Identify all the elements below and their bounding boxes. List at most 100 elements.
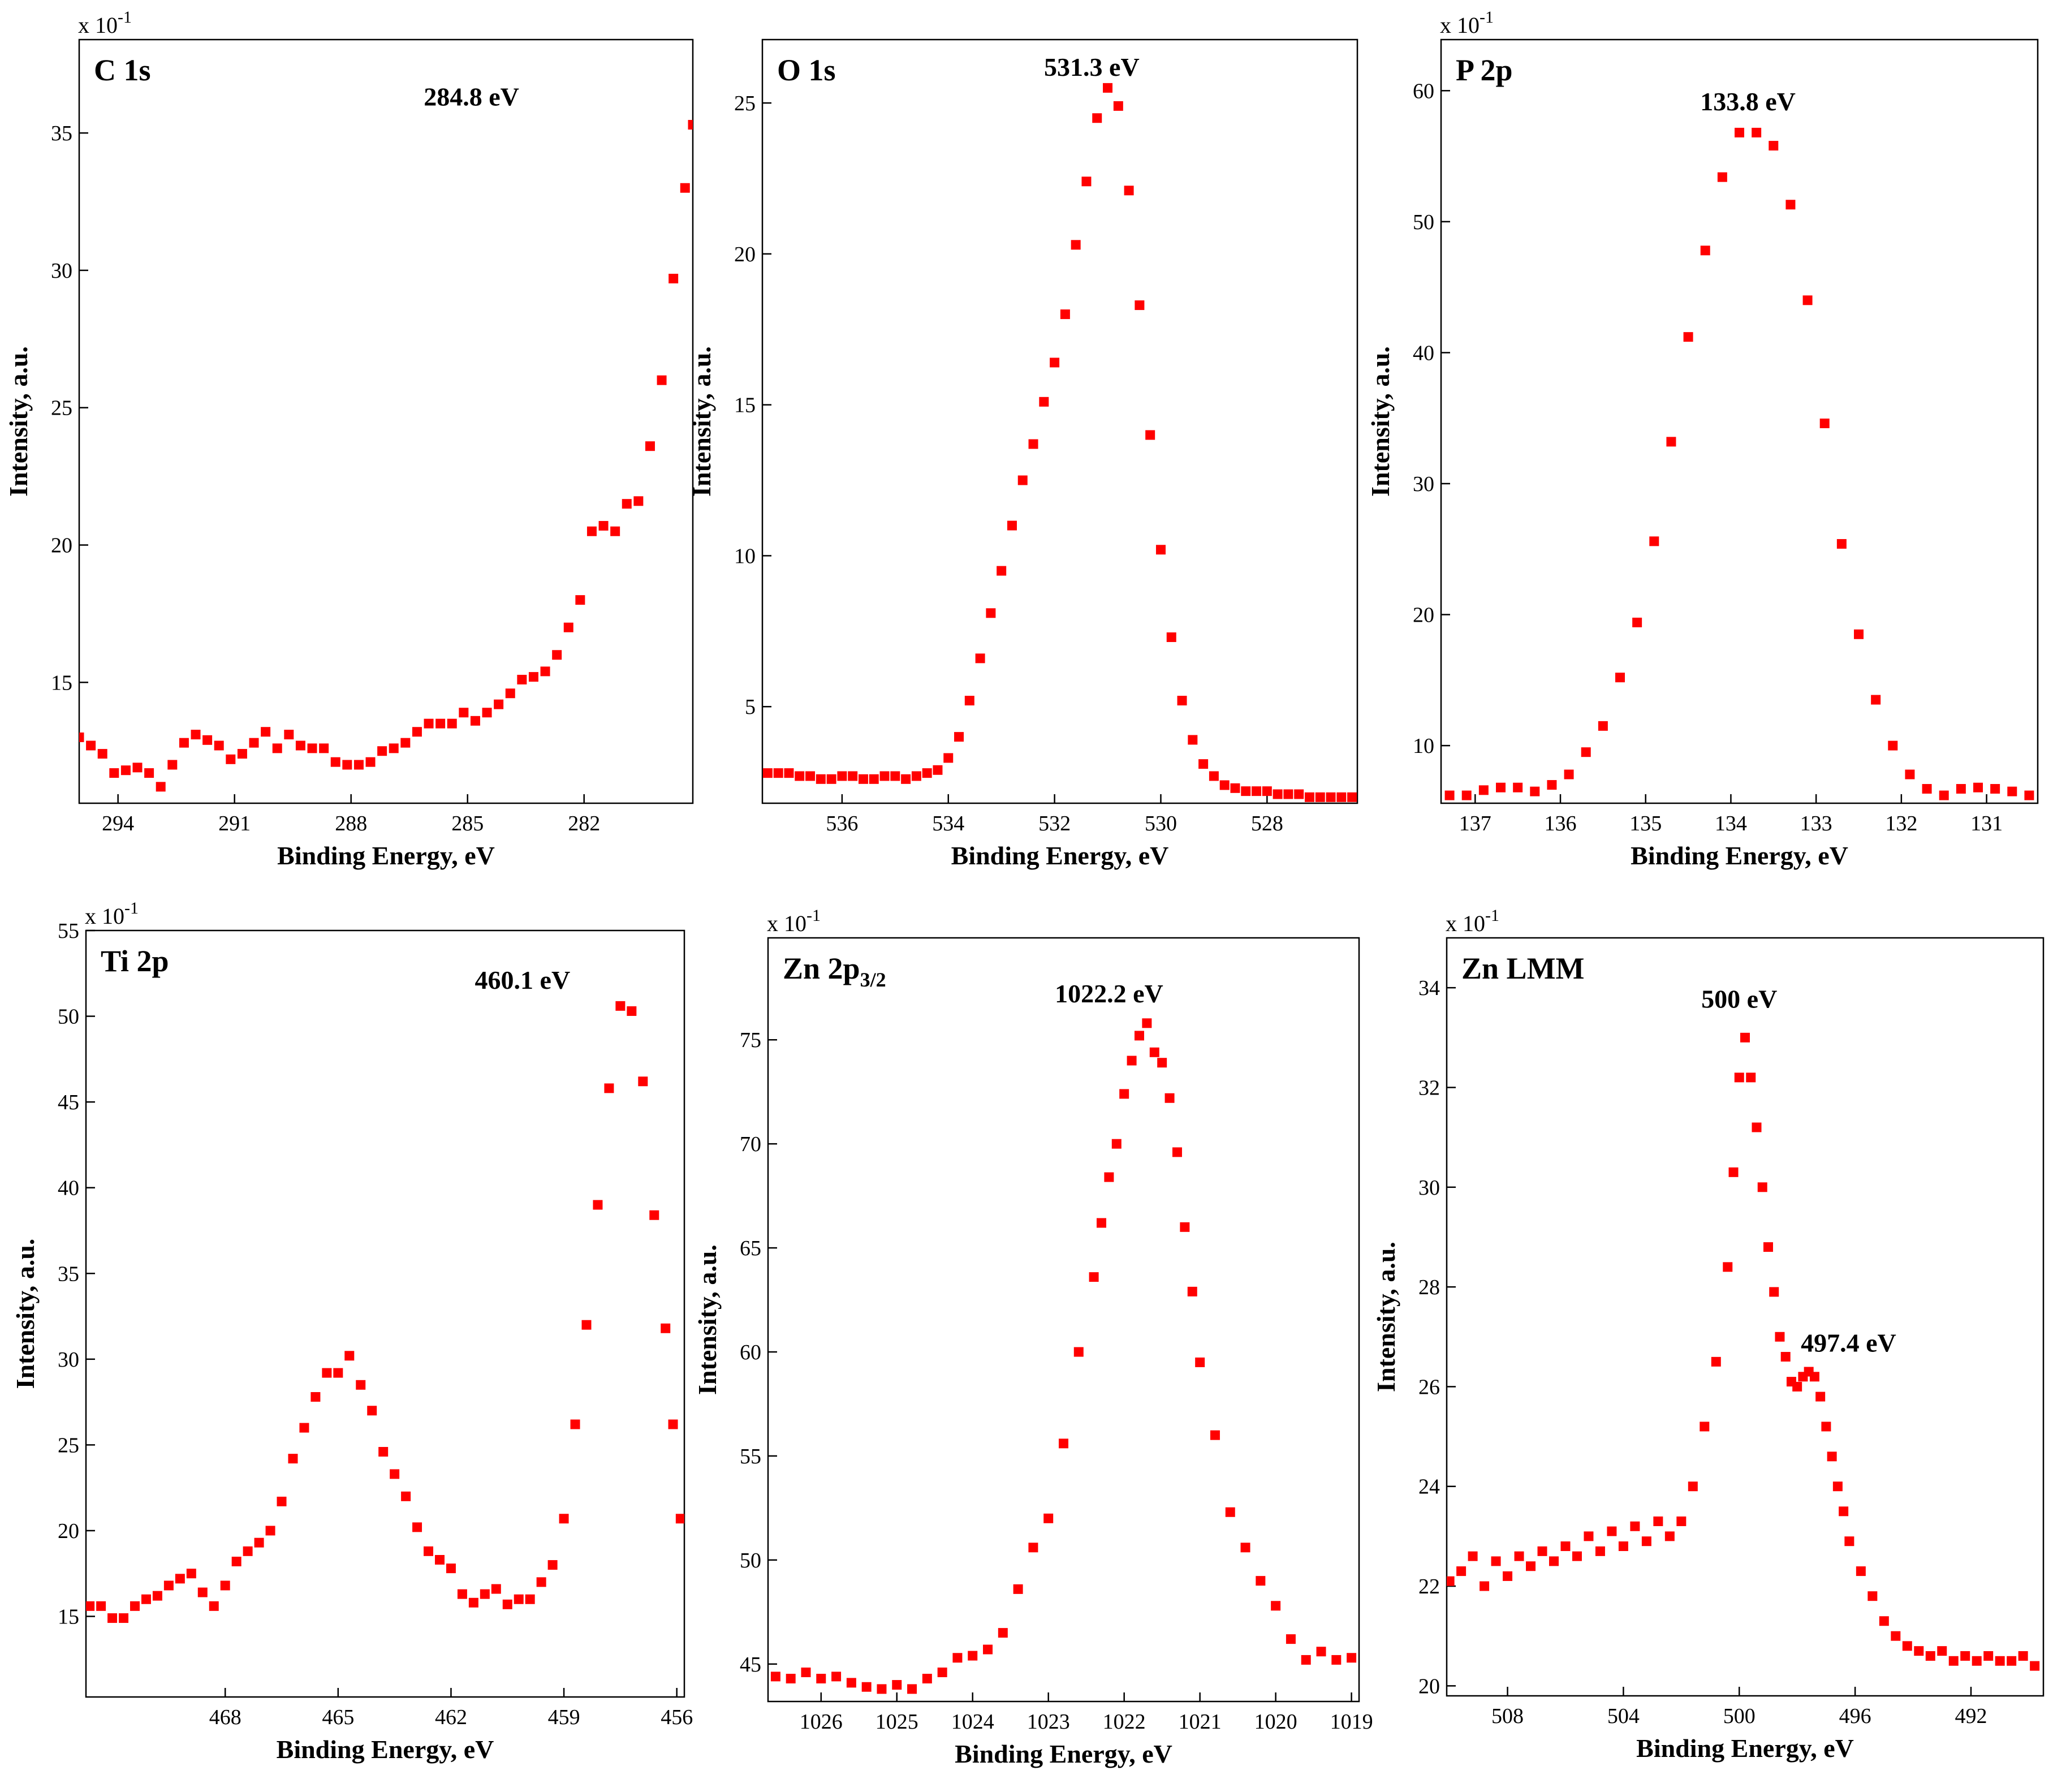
panel-title-main: Zn LMM xyxy=(1461,951,1585,985)
data-series xyxy=(86,1001,684,1623)
data-point xyxy=(998,1628,1008,1638)
data-point xyxy=(805,771,816,781)
data-point xyxy=(1572,1551,1582,1561)
y-tick-label: 55 xyxy=(58,919,79,943)
data-point xyxy=(1914,1646,1924,1656)
data-point xyxy=(1294,789,1304,799)
data-point xyxy=(848,771,858,781)
data-point xyxy=(446,1563,456,1574)
x-axis-title: Binding Energy, eV xyxy=(1636,1734,1854,1763)
data-point xyxy=(1700,1421,1710,1432)
y-multiplier-exponent: -1 xyxy=(1485,906,1499,925)
data-point xyxy=(163,1580,174,1591)
data-point xyxy=(1856,1566,1866,1576)
y-tick-label: 60 xyxy=(740,1341,761,1364)
data-point xyxy=(1717,172,1727,182)
x-tick-label: 134 xyxy=(1715,812,1747,835)
data-point xyxy=(968,1651,978,1661)
y-tick-label: 75 xyxy=(740,1028,761,1052)
data-point xyxy=(986,608,996,618)
panel-title: C 1s xyxy=(94,53,151,87)
data-point xyxy=(869,774,879,784)
data-point xyxy=(937,1668,947,1678)
y-axis-title: Intensity, a.u. xyxy=(693,1244,722,1395)
panel-5: 508 504 500 496 492 20 22 24 26 28 30 32 34 Binding E… xyxy=(1371,906,2045,1763)
data-point xyxy=(1326,792,1336,802)
data-point xyxy=(390,1469,400,1479)
data-point xyxy=(1283,789,1293,799)
y-tick-label: 40 xyxy=(58,1177,79,1200)
data-point xyxy=(649,1210,659,1220)
data-point xyxy=(1262,786,1272,796)
y-tick-label: 20 xyxy=(1413,604,1434,627)
data-point xyxy=(528,672,538,682)
data-point xyxy=(1752,1122,1762,1132)
data-point xyxy=(1301,1655,1311,1665)
data-point xyxy=(1891,1631,1901,1641)
data-point xyxy=(333,1368,343,1378)
y-tick-label: 15 xyxy=(734,394,756,417)
data-point xyxy=(773,768,783,778)
data-point xyxy=(1127,1056,1137,1066)
data-point xyxy=(816,774,826,784)
panel-title: Ti 2p xyxy=(101,944,169,978)
data-point xyxy=(1007,520,1017,531)
data-point xyxy=(1491,1556,1501,1566)
x-tick-label: 468 xyxy=(209,1705,241,1729)
x-tick-label: 291 xyxy=(218,812,251,835)
data-point xyxy=(1972,1656,1982,1666)
data-point xyxy=(1142,1018,1152,1028)
x-tick-label: 536 xyxy=(826,812,858,835)
data-point xyxy=(424,1546,434,1556)
data-point xyxy=(1347,792,1357,802)
data-point xyxy=(1564,769,1574,779)
panel-3: 468 465 462 459 456 15 20 25 30 35 40 45 50 55 Binding… xyxy=(11,899,693,1764)
panel-title-main: P 2p xyxy=(1456,53,1513,87)
data-point xyxy=(482,708,492,718)
x-tick-label: 137 xyxy=(1459,812,1491,835)
data-point xyxy=(1017,475,1028,485)
x-tick-label: 1021 xyxy=(1179,1710,1222,1734)
data-point xyxy=(1119,1089,1129,1099)
data-point xyxy=(156,782,166,792)
data-point xyxy=(1316,1647,1326,1657)
y-axis-title: Intensity, a.u. xyxy=(687,346,716,497)
data-point xyxy=(2007,1656,2017,1666)
x-tick-label: 532 xyxy=(1038,812,1071,835)
data-point xyxy=(1711,1356,1721,1367)
data-point xyxy=(816,1674,826,1684)
data-point xyxy=(1059,1438,1068,1449)
y-tick-label: 32 xyxy=(1418,1076,1440,1100)
data-point xyxy=(284,730,294,740)
data-point xyxy=(254,1537,264,1548)
data-point xyxy=(1653,1516,1663,1526)
y-multiplier-exponent: -1 xyxy=(118,8,132,27)
data-point xyxy=(2018,1651,2028,1661)
data-point xyxy=(310,1392,321,1402)
data-point xyxy=(795,771,805,781)
data-point xyxy=(536,1577,546,1587)
data-point xyxy=(1039,397,1049,407)
data-point xyxy=(191,730,201,740)
data-point xyxy=(933,765,943,775)
panel-1: 536 534 532 530 528 5 10 15 20 25 Binding Energy, … xyxy=(687,38,1358,870)
data-point xyxy=(1073,1347,1084,1357)
y-tick-label: 15 xyxy=(58,1605,79,1629)
data-point xyxy=(330,757,340,767)
data-point xyxy=(1256,1576,1266,1586)
y-tick-label: 25 xyxy=(734,92,756,115)
data-point xyxy=(1188,735,1198,745)
data-point xyxy=(299,1423,309,1433)
x-tick-label: 136 xyxy=(1545,812,1577,835)
data-point xyxy=(954,732,964,742)
data-point xyxy=(1615,673,1625,683)
data-point xyxy=(1832,1481,1843,1492)
data-point xyxy=(152,1591,162,1601)
data-point xyxy=(1456,1566,1467,1576)
data-point xyxy=(1537,1546,1547,1556)
data-point xyxy=(231,1557,241,1567)
data-point xyxy=(1688,1481,1698,1492)
data-point xyxy=(1905,769,1915,779)
x-axis-title: Binding Energy, eV xyxy=(1631,841,1848,870)
